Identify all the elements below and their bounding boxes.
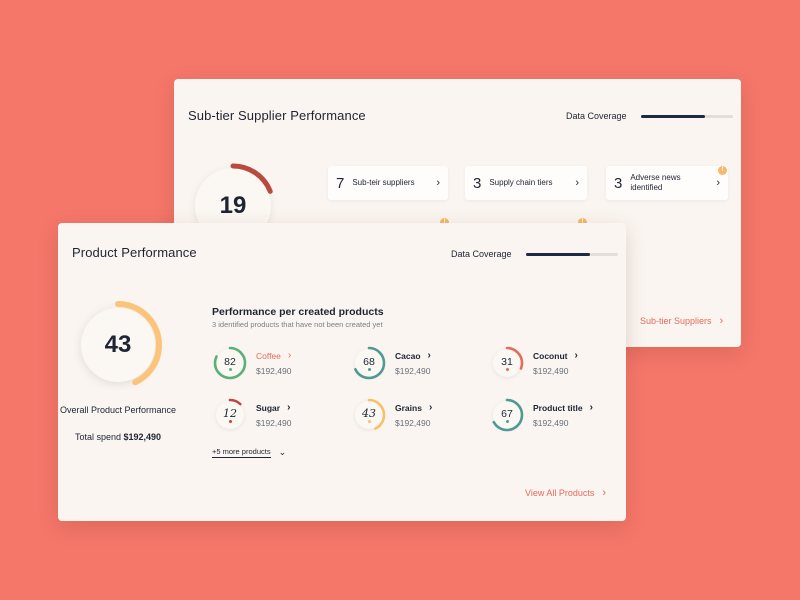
product-score-ring: 43 xyxy=(351,397,387,433)
chevron-right-icon: › xyxy=(574,350,578,361)
product-score-ring: 43 xyxy=(73,300,163,390)
product-score: 43 xyxy=(104,331,132,358)
stat-value: 3 xyxy=(473,174,482,192)
alert-badge-icon: ! xyxy=(578,218,587,227)
score-dot-icon xyxy=(367,368,371,371)
chevron-right-icon: › xyxy=(602,487,607,499)
chevron-down-icon: ⌄ xyxy=(278,447,287,457)
chevron-right-icon: › xyxy=(589,402,593,413)
chevron-right-icon: › xyxy=(716,177,720,189)
product-name-label: Cacao xyxy=(395,350,421,361)
stat-sub-tier-suppliers[interactable]: 7 Sub-teir suppliers › xyxy=(328,166,448,200)
product-item[interactable]: 68 Cacao › $192,490 xyxy=(351,345,431,381)
product-score: 67 xyxy=(501,407,513,420)
score-dot-icon xyxy=(367,420,371,423)
supplier-card-title: Sub-tier Supplier Performance xyxy=(188,108,366,123)
product-name-label: Coconut xyxy=(533,350,568,361)
product-item[interactable]: 31 Coconut › $192,490 xyxy=(489,345,578,381)
product-score: 68 xyxy=(363,355,375,368)
view-all-products-link-label: View All Products xyxy=(525,488,595,498)
product-score-ring: 31 xyxy=(489,345,525,381)
chevron-right-icon: › xyxy=(436,177,440,189)
product-spend: $192,490 xyxy=(533,366,569,376)
chevron-right-icon: › xyxy=(287,350,292,361)
stat-adverse-news[interactable]: 3 Adverse news identified › xyxy=(606,166,728,200)
stat-value: 7 xyxy=(336,174,345,192)
product-performance-card: Product Performance Data Coverage 43 Ove… xyxy=(58,223,626,521)
chevron-right-icon: › xyxy=(427,350,431,361)
product-spend: $192,490 xyxy=(256,418,292,428)
product-name: Grains › xyxy=(395,402,432,413)
product-spend: $192,490 xyxy=(256,366,292,376)
section-title: Performance per created products xyxy=(212,306,384,318)
chevron-right-icon: › xyxy=(575,177,579,189)
stat-supply-chain-tiers[interactable]: 3 Supply chain tiers › xyxy=(465,166,587,200)
sub-tier-suppliers-link-label: Sub-tier Suppliers xyxy=(640,316,712,326)
product-data-coverage: Data Coverage xyxy=(451,249,618,259)
product-coverage-fill xyxy=(525,252,590,256)
product-name-label: Grains xyxy=(395,402,422,413)
sub-tier-suppliers-link[interactable]: Sub-tier Suppliers › xyxy=(640,315,723,327)
stat-label: Adverse news identified xyxy=(630,173,681,192)
alert-badge-icon: ! xyxy=(718,166,727,175)
product-score: 43 xyxy=(362,407,376,420)
more-products-label: +5 more products xyxy=(212,447,271,458)
supplier-coverage-fill xyxy=(640,114,705,118)
product-name-label: Product title xyxy=(533,402,583,413)
product-item[interactable]: 12 Sugar › $192,490 xyxy=(212,397,291,433)
overall-product-performance-label: Overall Product Performance xyxy=(59,405,177,415)
section-subtitle: 3 identified products that have not been… xyxy=(212,320,383,329)
product-name: Product title › xyxy=(533,402,593,413)
product-name: Coffee › xyxy=(256,350,291,361)
score-dot-icon xyxy=(228,420,232,423)
product-score: 82 xyxy=(224,355,236,368)
alert-badge-icon: ! xyxy=(440,218,449,227)
product-name-label: Coffee xyxy=(256,350,281,361)
product-score-ring: 82 xyxy=(212,345,248,381)
product-item[interactable]: 67 Product title › $192,490 xyxy=(489,397,593,433)
chevron-right-icon: › xyxy=(287,402,291,413)
product-item[interactable]: 82 Coffee › $192,490 xyxy=(212,345,291,381)
product-score-ring: 67 xyxy=(489,397,525,433)
product-spend: $192,490 xyxy=(395,366,431,376)
stat-value: 3 xyxy=(614,174,623,192)
product-spend: $192,490 xyxy=(533,418,569,428)
view-all-products-link[interactable]: View All Products › xyxy=(525,487,606,499)
product-spend: $192,490 xyxy=(395,418,431,428)
score-dot-icon xyxy=(505,368,509,371)
score-dot-icon xyxy=(505,420,509,423)
stat-label: Supply chain tiers xyxy=(489,178,553,187)
supplier-coverage-bar xyxy=(640,114,733,118)
product-coverage-label: Data Coverage xyxy=(451,249,512,259)
total-spend-value: $192,490 xyxy=(123,432,162,442)
product-coverage-bar xyxy=(525,252,618,256)
total-spend: Total spend $192,490 xyxy=(58,432,178,442)
product-name: Coconut › xyxy=(533,350,578,361)
total-spend-label: Total spend xyxy=(74,432,121,442)
supplier-coverage-label: Data Coverage xyxy=(566,111,627,121)
score-dot-icon xyxy=(228,368,232,371)
stat-label: Sub-teir suppliers xyxy=(352,178,415,187)
product-item[interactable]: 43 Grains › $192,490 xyxy=(351,397,432,433)
supplier-score: 19 xyxy=(219,192,247,219)
product-score-ring: 68 xyxy=(351,345,387,381)
product-name: Sugar › xyxy=(256,402,291,413)
product-name-label: Sugar xyxy=(256,402,281,413)
product-card-title: Product Performance xyxy=(72,245,197,260)
more-products-toggle[interactable]: +5 more products ⌄ xyxy=(212,447,286,458)
product-score: 31 xyxy=(501,355,513,368)
product-score: 12 xyxy=(223,407,237,420)
product-name: Cacao › xyxy=(395,350,431,361)
chevron-right-icon: › xyxy=(428,402,433,413)
supplier-data-coverage: Data Coverage xyxy=(566,111,733,121)
product-score-ring: 12 xyxy=(212,397,248,433)
chevron-right-icon: › xyxy=(719,315,724,327)
